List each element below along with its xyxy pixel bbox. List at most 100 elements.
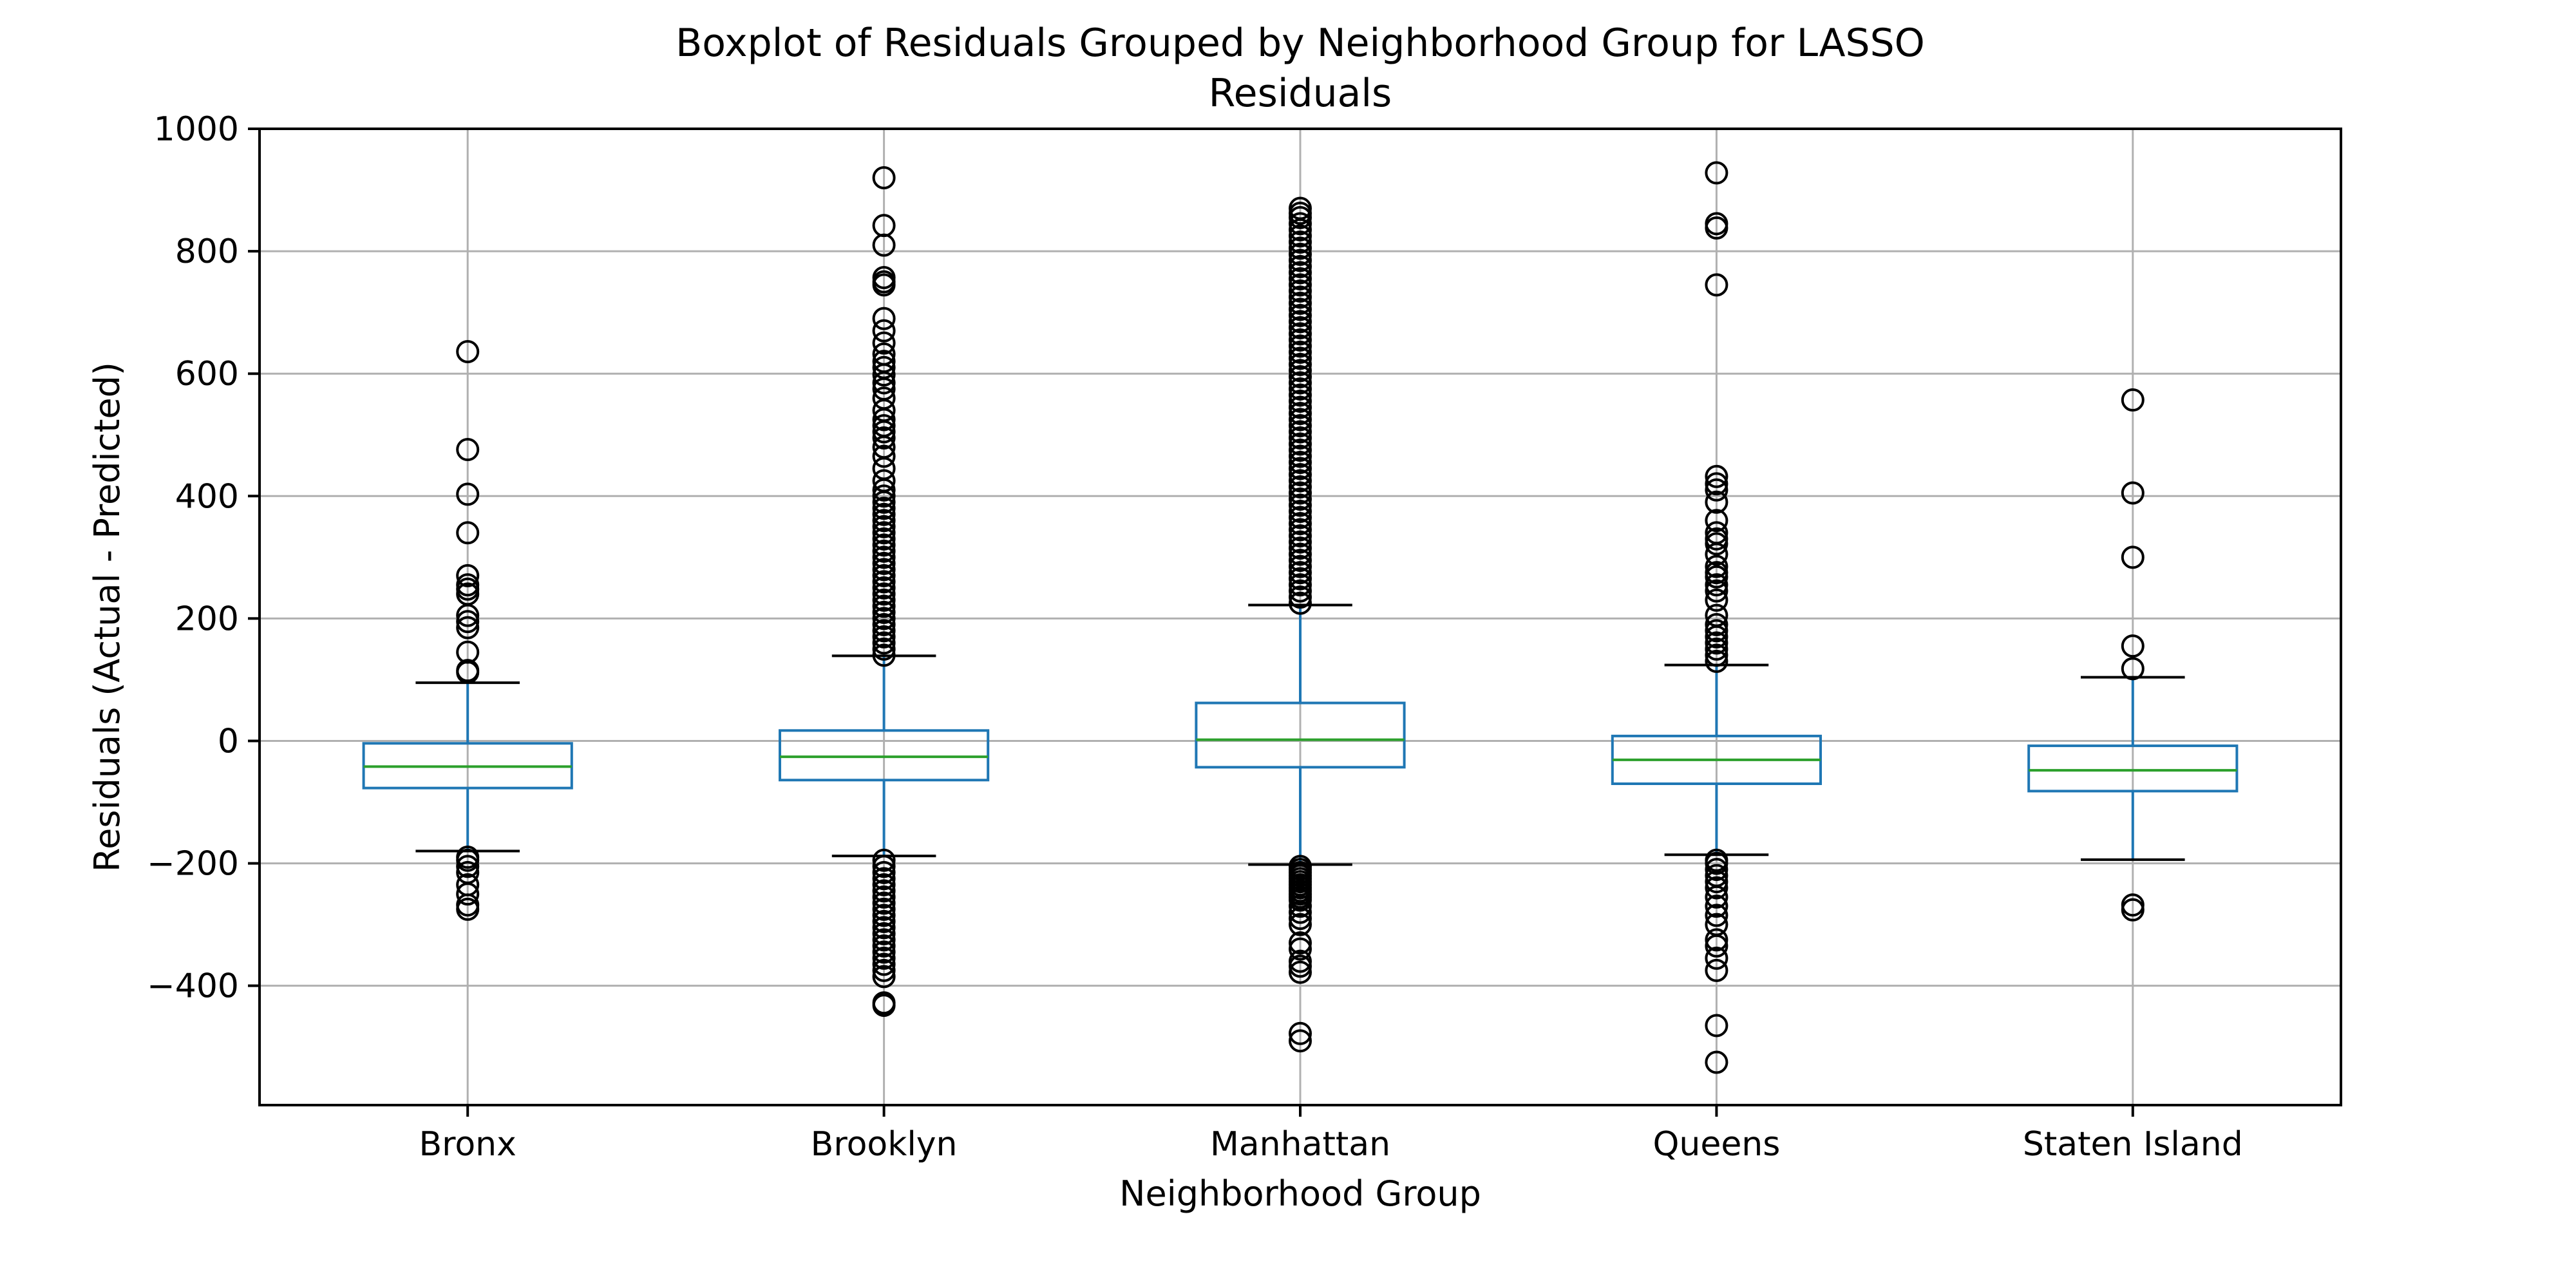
outlier-point bbox=[1705, 579, 1728, 603]
outlier-point bbox=[1289, 291, 1312, 315]
outlier-point bbox=[872, 934, 896, 958]
outlier-point bbox=[1289, 254, 1312, 278]
outlier-point bbox=[1705, 464, 1728, 488]
outlier-point bbox=[456, 482, 480, 506]
outlier-point bbox=[1289, 395, 1312, 419]
outlier-point bbox=[872, 273, 896, 297]
outlier-point bbox=[872, 904, 896, 927]
outlier-point bbox=[1289, 371, 1312, 395]
outlier-point bbox=[1289, 242, 1312, 266]
outlier-point bbox=[872, 490, 896, 514]
outlier-point bbox=[1289, 285, 1312, 309]
x-tick-label: Bronx bbox=[419, 1125, 516, 1164]
outlier-point bbox=[1705, 619, 1728, 643]
outlier-point bbox=[1289, 316, 1312, 339]
outlier-point bbox=[872, 582, 896, 606]
outlier-point bbox=[1289, 954, 1312, 978]
outlier-point bbox=[872, 307, 896, 330]
outlier-point bbox=[872, 916, 896, 940]
outlier-point bbox=[872, 233, 896, 257]
outlier-point bbox=[1705, 934, 1728, 958]
outlier-point bbox=[872, 958, 896, 982]
outlier-point bbox=[1289, 524, 1312, 548]
outlier-point bbox=[1289, 365, 1312, 388]
outlier-point bbox=[872, 509, 896, 533]
outlier-point bbox=[872, 515, 896, 538]
outlier-point bbox=[1705, 946, 1728, 970]
outlier-point bbox=[1289, 236, 1312, 260]
outlier-point bbox=[1289, 273, 1312, 297]
outlier-point bbox=[872, 867, 896, 891]
outlier-point bbox=[1705, 876, 1728, 900]
outlier-point bbox=[1705, 904, 1728, 927]
outlier-point bbox=[1289, 438, 1312, 462]
outlier-point bbox=[872, 965, 896, 989]
outlier-point bbox=[872, 600, 896, 624]
outlier-point bbox=[872, 478, 896, 502]
outlier-point bbox=[1289, 475, 1312, 499]
outlier-point bbox=[872, 166, 896, 190]
outlier-point bbox=[1289, 573, 1312, 597]
outlier-point bbox=[872, 521, 896, 545]
outlier-point bbox=[2121, 481, 2145, 505]
outlier-point bbox=[872, 408, 896, 431]
outlier-point bbox=[456, 564, 480, 587]
outlier-point bbox=[1289, 352, 1312, 376]
outlier-point bbox=[1289, 469, 1312, 493]
outlier-point bbox=[1705, 649, 1728, 673]
outlier-point bbox=[1705, 478, 1728, 502]
outlier-point bbox=[872, 527, 896, 551]
y-tick-label: 1000 bbox=[154, 110, 239, 149]
outlier-point bbox=[1705, 573, 1728, 597]
chart-subtitle: Residuals bbox=[1209, 71, 1392, 116]
outlier-point bbox=[872, 922, 896, 945]
outlier-point bbox=[1289, 536, 1312, 560]
outlier-point bbox=[872, 879, 896, 903]
outlier-point bbox=[456, 603, 480, 627]
outlier-point bbox=[872, 551, 896, 575]
outlier-point bbox=[1705, 554, 1728, 578]
outlier-point bbox=[1705, 588, 1728, 612]
outlier-point bbox=[1289, 937, 1312, 961]
outlier-point bbox=[1705, 509, 1728, 533]
outlier-point bbox=[456, 616, 480, 639]
outlier-point bbox=[1289, 322, 1312, 346]
outlier-point bbox=[1289, 389, 1312, 413]
outlier-point bbox=[872, 940, 896, 964]
y-tick-label: −400 bbox=[147, 967, 239, 1006]
box-group bbox=[2027, 388, 2239, 922]
outlier-point bbox=[872, 909, 896, 933]
outlier-point bbox=[1705, 958, 1728, 982]
outlier-point bbox=[1705, 565, 1728, 589]
outlier-point bbox=[1289, 500, 1312, 524]
outlier-point bbox=[1289, 408, 1312, 431]
outlier-point bbox=[1289, 457, 1312, 480]
outlier-point bbox=[872, 631, 896, 655]
outlier-point bbox=[872, 371, 896, 395]
outlier-point bbox=[1289, 444, 1312, 468]
outlier-point bbox=[1289, 488, 1312, 511]
y-tick-label: 600 bbox=[175, 355, 239, 393]
outlier-point bbox=[872, 558, 896, 582]
outlier-point bbox=[1289, 900, 1312, 924]
outlier-point bbox=[1289, 346, 1312, 370]
outlier-point bbox=[1289, 463, 1312, 487]
outlier-point bbox=[1289, 205, 1312, 229]
outlier-point bbox=[872, 952, 896, 976]
outlier-point bbox=[1289, 481, 1312, 505]
outlier-point bbox=[1705, 858, 1728, 882]
outlier-point bbox=[872, 607, 896, 630]
outlier-point bbox=[872, 444, 896, 468]
x-tick-label: Queens bbox=[1653, 1125, 1780, 1164]
outlier-point bbox=[1289, 960, 1312, 984]
axes: −400 −200 0 200 400 600 800 1000 Bronx Brooklyn Ma… bbox=[147, 110, 2243, 1164]
outlier-point bbox=[872, 619, 896, 643]
outlier-point bbox=[1705, 895, 1728, 918]
outlier-point bbox=[872, 848, 896, 872]
outlier-point bbox=[1705, 273, 1728, 297]
outlier-point bbox=[1705, 161, 1728, 185]
outlier-point bbox=[1289, 383, 1312, 407]
outlier-point bbox=[1705, 1050, 1728, 1074]
outlier-point bbox=[872, 539, 896, 563]
outlier-point bbox=[1289, 518, 1312, 542]
